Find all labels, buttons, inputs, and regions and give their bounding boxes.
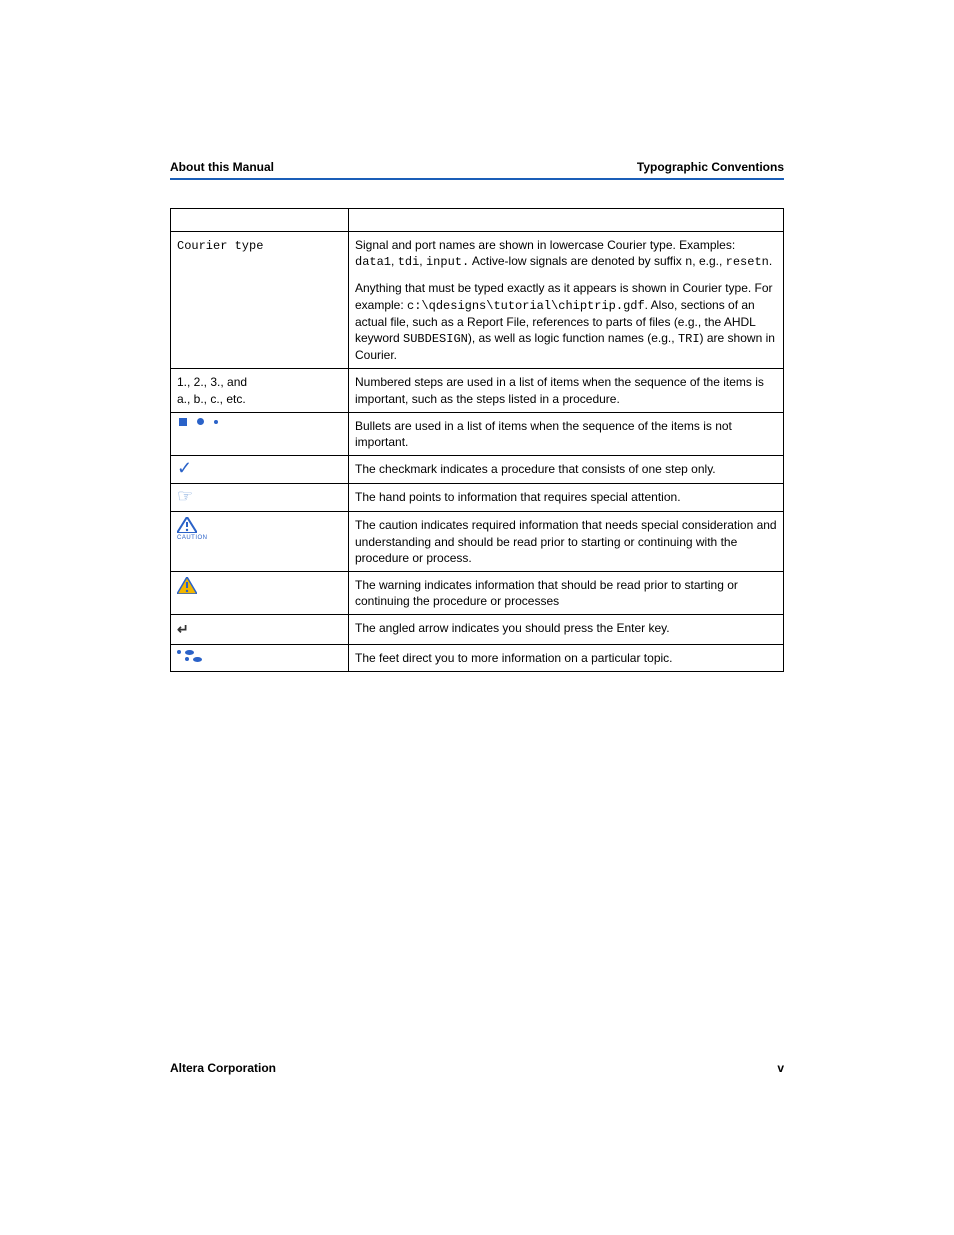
footer-right: v bbox=[777, 1061, 784, 1075]
table-row: Bullets are used in a list of items when… bbox=[171, 412, 784, 455]
table-cell-right: Signal and port names are shown in lower… bbox=[349, 232, 784, 369]
table-row: ↵ The angled arrow indicates you should p… bbox=[171, 615, 784, 645]
table-cell-right: The hand points to information that requ… bbox=[349, 484, 784, 512]
table-cell-right: The angled arrow indicates you should pr… bbox=[349, 615, 784, 645]
table-row: ✓ The checkmark indicates a procedure tha… bbox=[171, 456, 784, 484]
table-row: Courier type Signal and port names are sh… bbox=[171, 232, 784, 369]
table-cell-left bbox=[171, 645, 349, 672]
table-cell-right: The checkmark indicates a procedure that… bbox=[349, 456, 784, 484]
checkmark-icon: ✓ bbox=[177, 458, 192, 478]
table-cell-right: The warning indicates information that s… bbox=[349, 572, 784, 615]
header-left: About this Manual bbox=[170, 160, 274, 174]
table-row: CAUTION The caution indicates required in… bbox=[171, 512, 784, 572]
table-cell-right: The caution indicates required informati… bbox=[349, 512, 784, 572]
table-cell-left bbox=[171, 572, 349, 615]
table-cell-left: 1., 2., 3., anda., b., c., etc. bbox=[171, 369, 349, 412]
table-cell-right: The feet direct you to more information … bbox=[349, 645, 784, 672]
table-row: The warning indicates information that s… bbox=[171, 572, 784, 615]
table-cell-left: ✓ bbox=[171, 456, 349, 484]
enter-arrow-icon: ↵ bbox=[177, 621, 189, 637]
hand-icon: ☞ bbox=[177, 486, 193, 506]
table-header-cell bbox=[349, 209, 784, 232]
table-cell-left: CAUTION bbox=[171, 512, 349, 572]
table-header-row bbox=[171, 209, 784, 232]
page: About this Manual Typographic Convention… bbox=[0, 0, 954, 1235]
table-cell-right: Numbered steps are used in a list of ite… bbox=[349, 369, 784, 412]
caution-icon: CAUTION bbox=[177, 517, 342, 542]
feet-icon bbox=[177, 650, 342, 662]
bullets-icon bbox=[177, 418, 342, 426]
table-cell-left bbox=[171, 412, 349, 455]
table-cell-left: ↵ bbox=[171, 615, 349, 645]
header-right: Typographic Conventions bbox=[637, 160, 784, 174]
courier-label: Courier type bbox=[177, 239, 263, 253]
footer-left: Altera Corporation bbox=[170, 1061, 276, 1075]
table-cell-right: Bullets are used in a list of items when… bbox=[349, 412, 784, 455]
table-row: 1., 2., 3., anda., b., c., etc.Numbered … bbox=[171, 369, 784, 412]
table-header-cell bbox=[171, 209, 349, 232]
conventions-table: Courier type Signal and port names are sh… bbox=[170, 208, 784, 672]
warning-icon bbox=[177, 577, 342, 594]
table-row: The feet direct you to more information … bbox=[171, 645, 784, 672]
page-footer: Altera Corporation v bbox=[170, 1061, 784, 1075]
table-cell-left: ☞ bbox=[171, 484, 349, 512]
page-header: About this Manual Typographic Convention… bbox=[170, 160, 784, 180]
table-row: ☞ The hand points to information that req… bbox=[171, 484, 784, 512]
table-cell-left: Courier type bbox=[171, 232, 349, 369]
